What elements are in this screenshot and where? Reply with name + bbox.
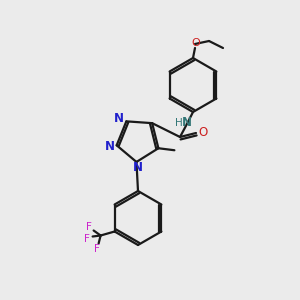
Text: N: N <box>114 112 124 125</box>
Text: N: N <box>182 116 192 130</box>
Text: F: F <box>94 244 100 254</box>
Text: O: O <box>198 127 208 140</box>
Text: O: O <box>192 38 200 48</box>
Text: H: H <box>175 118 183 128</box>
Text: F: F <box>84 235 90 244</box>
Text: N: N <box>133 161 142 174</box>
Text: N: N <box>105 140 115 153</box>
Text: F: F <box>86 223 92 232</box>
